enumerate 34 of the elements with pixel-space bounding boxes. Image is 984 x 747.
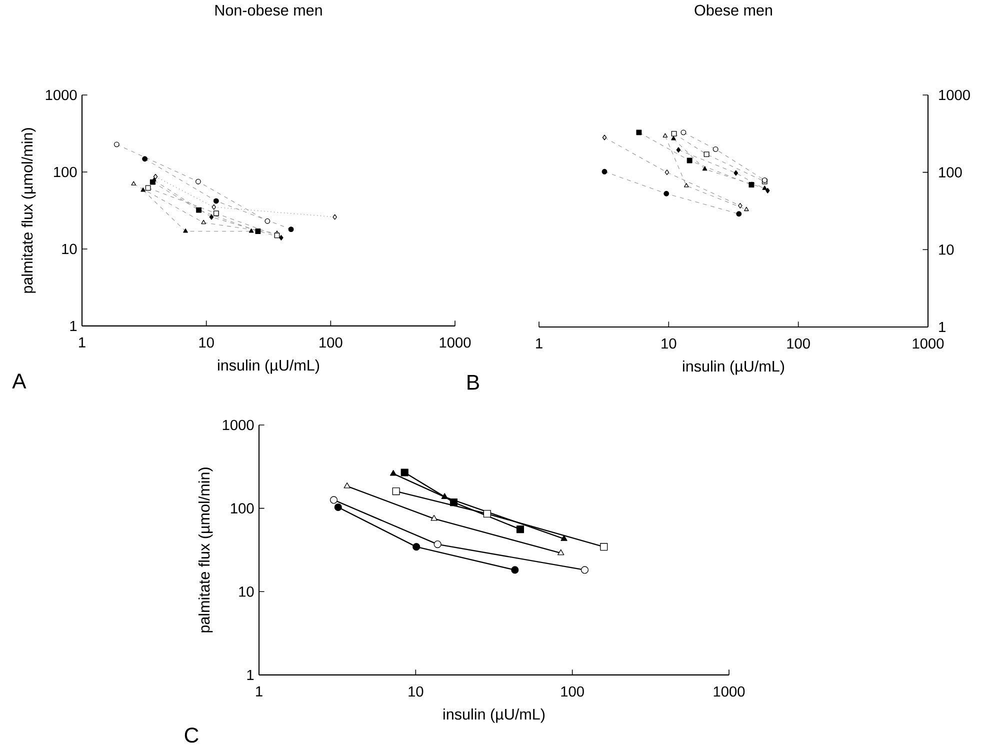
y-tick-label: 10 xyxy=(62,244,77,254)
y-tick-label: 1 xyxy=(70,320,77,331)
text: A xyxy=(12,374,26,388)
x-tick-label: 10 xyxy=(662,338,676,349)
y-tick-label: 100 xyxy=(231,503,254,514)
y-tick-label: 1000 xyxy=(46,90,77,100)
x-tick-label: 1 xyxy=(536,338,542,348)
y-tick-label: 1 xyxy=(939,322,946,332)
x-tick-label: 10 xyxy=(199,337,214,348)
x-tick-label: 1000 xyxy=(440,337,471,348)
x-tick-label: 100 xyxy=(561,686,584,697)
y-tick-label: 100 xyxy=(939,167,962,178)
chart-title: Obese men xyxy=(694,4,772,16)
text: C xyxy=(184,728,198,743)
x-tick-label: 100 xyxy=(787,338,810,349)
y-tick-label: 10 xyxy=(939,244,954,255)
y-tick-label: 1000 xyxy=(222,420,254,430)
x-tick-label: 1 xyxy=(79,337,86,348)
x-axis-title: insulin (µU/mL) xyxy=(683,360,784,375)
x-tick-label: 1000 xyxy=(714,686,745,697)
y-tick-label: 1000 xyxy=(939,90,970,100)
y-axis-title: palmitate flux (µmol/min) xyxy=(198,468,213,632)
x-tick-label: 1 xyxy=(256,686,262,696)
y-tick-label: 10 xyxy=(239,586,254,597)
x-tick-label: 1000 xyxy=(912,338,944,349)
x-tick-label: 10 xyxy=(408,686,424,697)
text: B xyxy=(468,374,479,390)
x-axis-title: insulin (µU/mL) xyxy=(218,359,320,374)
y-tick-label: 100 xyxy=(54,166,77,178)
chart-title: Non-obese men xyxy=(215,4,322,16)
y-tick-label: 1 xyxy=(247,670,254,680)
x-axis-title: insulin (µU/mL) xyxy=(444,708,545,723)
y-axis-title: palmitate flux (µmol/min) xyxy=(21,128,36,293)
x-tick-label: 100 xyxy=(320,337,342,348)
